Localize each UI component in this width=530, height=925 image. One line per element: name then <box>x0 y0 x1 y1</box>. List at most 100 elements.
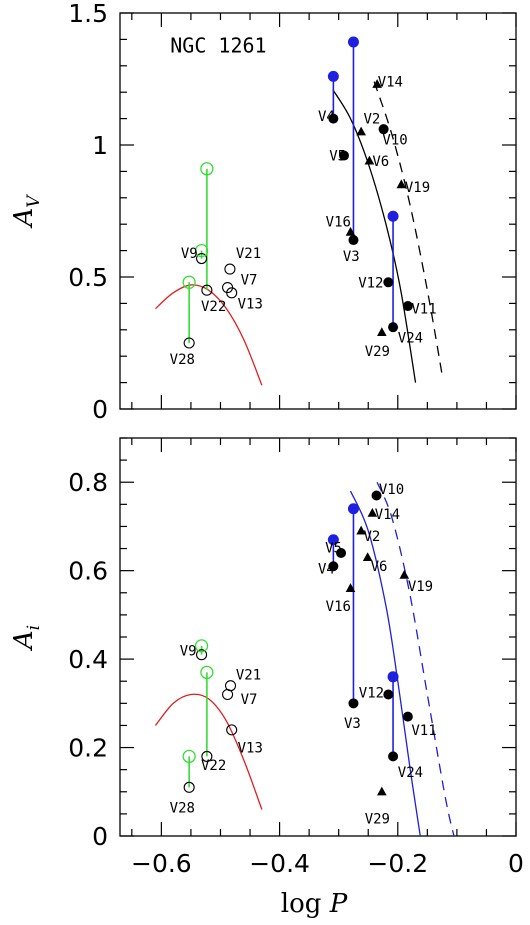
top-star-label: V5 <box>329 149 346 165</box>
bottom-star-label: V4 <box>318 561 335 577</box>
top-star-label: V2 <box>364 112 381 128</box>
top-green-point <box>200 162 214 176</box>
bottom-star-label: V3 <box>344 716 361 732</box>
bottom-star-label: V21 <box>236 668 261 684</box>
top-rrc-point <box>201 284 213 296</box>
bottom-green-point <box>194 639 209 653</box>
top-green-point <box>194 243 209 258</box>
bottom-star-label: V24 <box>398 765 423 781</box>
bottom-blue-dashed-curve <box>376 481 455 836</box>
bottom-star-label: V22 <box>201 758 226 774</box>
top-star-label: V4 <box>318 109 335 125</box>
bottom-y-axis-label: Ai <box>9 625 44 651</box>
top-star-label: V19 <box>405 180 430 196</box>
bottom-rrc-point <box>196 649 208 661</box>
bottom-plot-frame <box>119 437 517 837</box>
bottom-red-curve <box>154 693 263 810</box>
bottom-triangle-point <box>399 569 410 579</box>
bottom-star-label: V9 <box>180 643 197 659</box>
bottom-rrc-point <box>201 750 213 762</box>
top-rrab-point <box>339 150 350 161</box>
x-tick-label: 0 <box>508 849 524 878</box>
top-rrc-point <box>183 337 195 349</box>
bottom-star-label: V14 <box>375 507 400 523</box>
bottom-rrab-point <box>371 490 382 501</box>
bottom-green-point <box>200 665 214 680</box>
bottom-star-label: V16 <box>326 599 351 615</box>
top-y-tick-label: 1.5 <box>68 0 108 28</box>
top-blue-point <box>387 210 399 222</box>
bottom-star-label: V13 <box>238 741 263 757</box>
top-y-tick-label: 0 <box>92 395 108 424</box>
top-triangle-point <box>377 327 387 337</box>
bottom-rrc-point <box>222 688 234 701</box>
top-star-label: V21 <box>236 246 261 262</box>
top-star-label: V10 <box>382 133 407 149</box>
bottom-panel: 0 0.2 0.4 0.6 0.8 −0.6 −0.4 −0.2 0 log P Ai V10 V14 V… <box>9 437 524 919</box>
bottom-y-tick-label: 0.6 <box>68 557 108 586</box>
bottom-triangle-point <box>345 583 356 592</box>
bottom-star-label: V11 <box>411 723 436 739</box>
bottom-green-point <box>182 749 196 764</box>
bottom-blue-point <box>387 671 399 683</box>
top-star-label: V29 <box>365 344 390 360</box>
bottom-rrab-point <box>402 711 413 722</box>
x-axis-label: log P <box>281 889 348 919</box>
top-red-curve <box>155 284 263 386</box>
bottom-star-label: V10 <box>379 482 404 498</box>
top-rrab-point <box>328 113 339 124</box>
bottom-rrab-point <box>348 698 359 709</box>
top-rrab-point <box>383 277 394 288</box>
bottom-star-label: V7 <box>241 692 258 708</box>
top-rrc-point <box>224 263 236 275</box>
top-star-label: V3 <box>343 249 360 265</box>
bottom-rrab-point <box>388 751 399 762</box>
bottom-star-label: V2 <box>364 529 381 545</box>
top-star-label: V24 <box>398 331 423 347</box>
top-triangle-point <box>345 226 356 236</box>
top-triangle-point <box>364 155 375 165</box>
bottom-blue-point <box>327 534 339 546</box>
bottom-star-label: V12 <box>359 685 384 701</box>
top-triangle-point <box>372 79 382 88</box>
top-plot-frame <box>119 12 517 410</box>
top-star-label: V22 <box>201 299 226 315</box>
x-tick-label: −0.2 <box>367 849 428 878</box>
top-green-point <box>182 275 196 289</box>
top-rrab-point <box>348 235 359 246</box>
bottom-y-tick-label: 0 <box>92 822 108 851</box>
top-blue-point <box>347 36 359 48</box>
top-star-label: V11 <box>411 302 436 318</box>
top-y-axis-label: AV <box>9 194 44 229</box>
bottom-rrc-point <box>183 781 195 793</box>
top-y-tick-label: 0.5 <box>68 263 108 292</box>
top-star-label: V12 <box>358 275 383 291</box>
top-rrc-point <box>226 287 238 299</box>
bottom-rrc-point <box>226 724 238 736</box>
bottom-blue-curve <box>349 490 421 836</box>
top-star-label: V9 <box>181 246 198 262</box>
top-star-label: V7 <box>241 273 258 289</box>
x-tick-label: −0.4 <box>249 849 310 878</box>
bottom-star-label: V6 <box>371 559 388 575</box>
bottom-triangle-point <box>377 786 387 796</box>
bottom-y-tick-label: 0.4 <box>68 645 108 674</box>
bottom-rrab-point <box>336 547 347 558</box>
bottom-rrab-point <box>328 561 339 572</box>
bottom-y-tick-label: 0.8 <box>68 468 108 497</box>
bottom-triangle-point <box>356 525 366 535</box>
top-star-label: V13 <box>238 296 263 312</box>
top-star-label: V6 <box>372 154 389 170</box>
top-triangle-point <box>396 179 407 189</box>
bottom-triangle-point <box>362 552 373 561</box>
top-black-dashed-curve <box>373 81 443 375</box>
top-rrc-point <box>196 252 208 265</box>
top-y-tick-label: 1 <box>92 131 108 160</box>
top-star-label: V16 <box>326 215 351 231</box>
top-rrab-point <box>378 124 389 135</box>
bottom-triangle-point <box>367 507 378 517</box>
top-blue-point <box>327 70 339 82</box>
top-black-curve <box>332 89 417 383</box>
